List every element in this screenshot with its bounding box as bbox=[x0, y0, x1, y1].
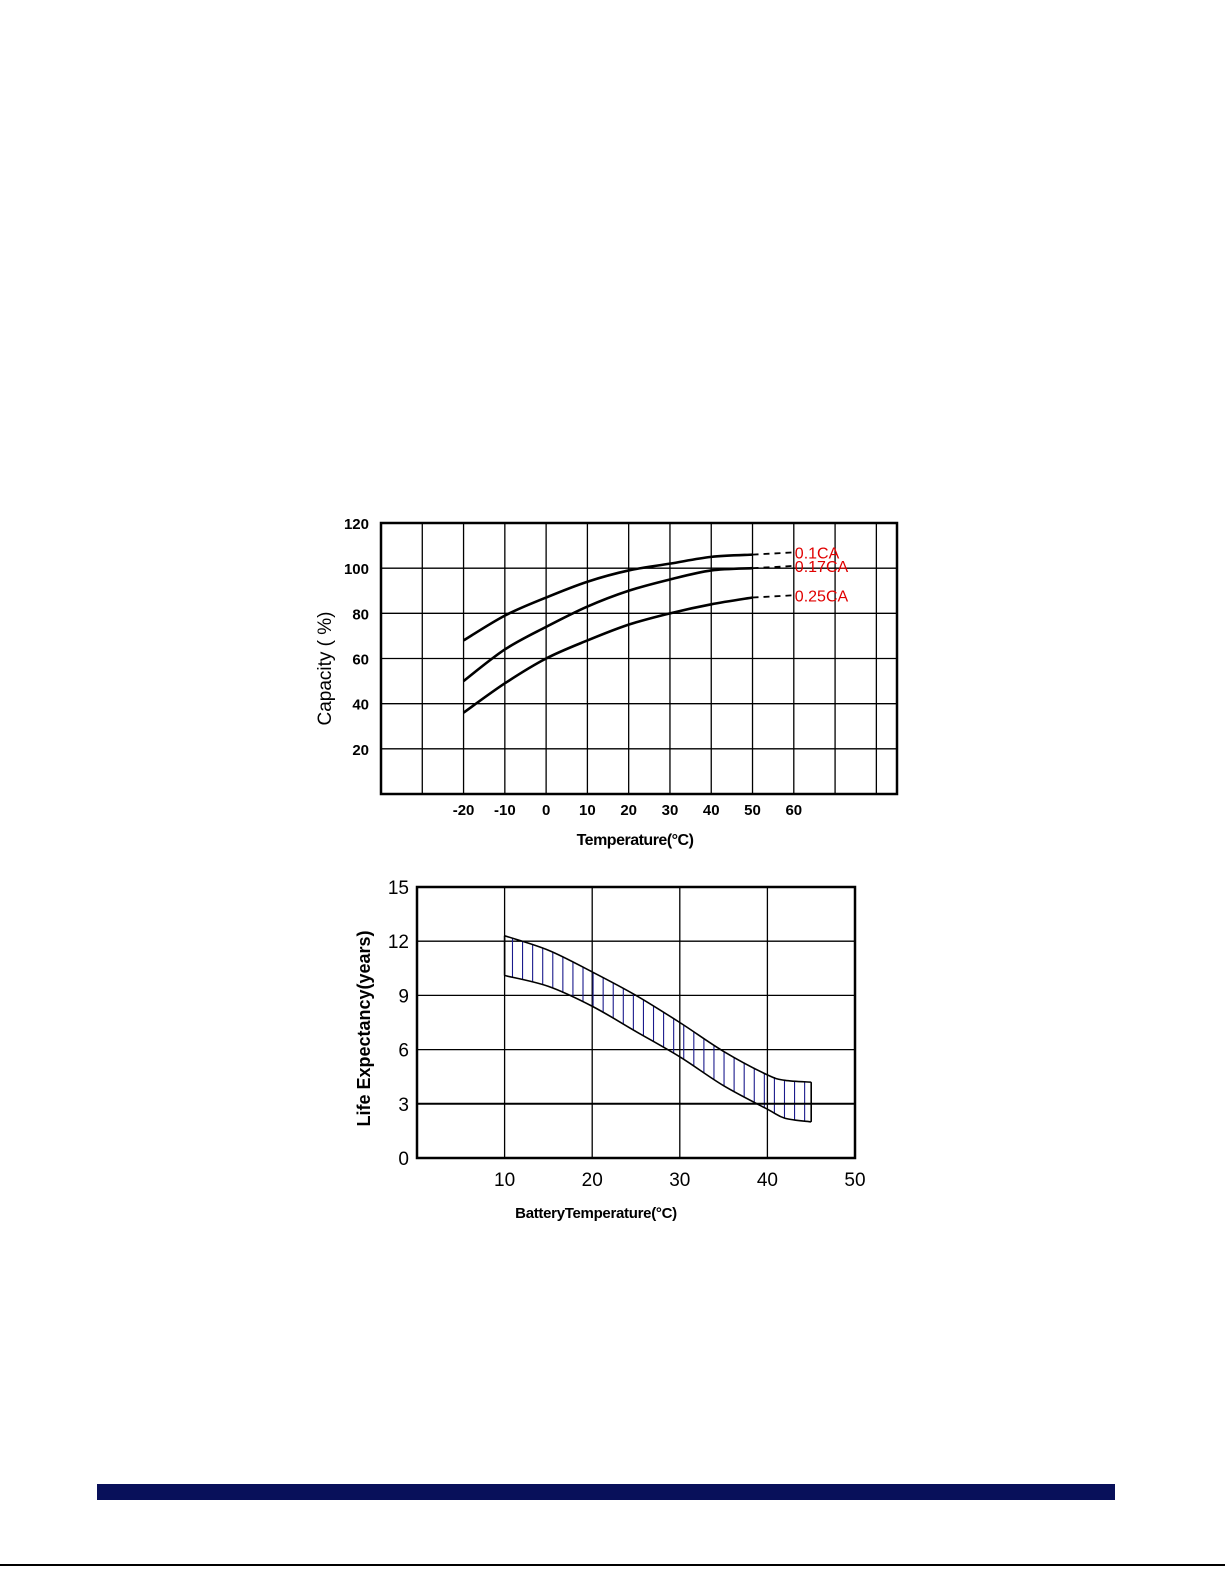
y-axis-label: Capacity ( %) bbox=[315, 611, 336, 725]
y-axis-label: Life Expectancy(years) bbox=[354, 930, 374, 1126]
band-upper-boundary bbox=[504, 935, 812, 1083]
y-tick-label: 15 bbox=[388, 878, 409, 899]
x-tick-label: 50 bbox=[844, 1170, 865, 1191]
footer-bar bbox=[97, 1484, 1115, 1500]
series-label: 0.1CA bbox=[795, 545, 840, 562]
series-extension-dashed bbox=[752, 594, 794, 599]
series-extension-dashed bbox=[752, 551, 794, 556]
x-tick-label: 10 bbox=[579, 802, 596, 819]
band-lower-boundary bbox=[504, 974, 812, 1123]
y-tick-label: 120 bbox=[344, 516, 369, 533]
x-tick-label: 40 bbox=[757, 1170, 778, 1191]
plot-frame bbox=[415, 885, 857, 1160]
life-expectancy-chart: 0 3 6 9 12 15 10 20 30 40 50 BatteryTemperature(°C)… bbox=[354, 878, 866, 1222]
series-line bbox=[462, 596, 753, 714]
x-tick-label: 30 bbox=[662, 802, 679, 819]
x-tick-label: 50 bbox=[744, 802, 761, 819]
x-tick-label: -20 bbox=[453, 802, 475, 819]
y-tick-label: 40 bbox=[352, 697, 369, 714]
series-extension-dashed bbox=[752, 565, 794, 570]
x-tick-label: 20 bbox=[620, 802, 637, 819]
x-axis-label: BatteryTemperature(°C) bbox=[515, 1205, 677, 1222]
x-tick-label: 60 bbox=[785, 802, 802, 819]
x-axis-label: Temperature(°C) bbox=[577, 832, 694, 849]
y-tick-label: 80 bbox=[352, 606, 369, 623]
x-tick-label: 20 bbox=[582, 1170, 603, 1191]
x-tick-label: 10 bbox=[494, 1170, 515, 1191]
x-tick-label: -10 bbox=[494, 802, 516, 819]
y-tick-label: 9 bbox=[398, 986, 409, 1007]
y-tick-label: 20 bbox=[352, 742, 369, 759]
x-tick-label: 30 bbox=[669, 1170, 690, 1191]
y-tick-label: 100 bbox=[344, 561, 369, 578]
series-line bbox=[462, 566, 753, 683]
y-tick-label: 60 bbox=[352, 652, 369, 669]
capacity-temperature-chart: 20 40 60 80 100 120 -20 -10 0 10 20 30 40 50 60 Tempera… bbox=[315, 516, 899, 849]
y-tick-label: 3 bbox=[398, 1095, 409, 1116]
x-tick-label: 40 bbox=[703, 802, 720, 819]
series-line bbox=[462, 553, 753, 642]
series-label: 0.17CA bbox=[795, 559, 849, 576]
y-tick-label: 6 bbox=[398, 1041, 409, 1062]
x-tick-label: 0 bbox=[542, 802, 550, 819]
bottom-rule bbox=[0, 1564, 1225, 1566]
plot-frame bbox=[379, 521, 899, 796]
y-tick-label: 0 bbox=[398, 1149, 409, 1170]
y-tick-label: 12 bbox=[388, 932, 409, 953]
series-label: 0.25CA bbox=[795, 588, 849, 605]
